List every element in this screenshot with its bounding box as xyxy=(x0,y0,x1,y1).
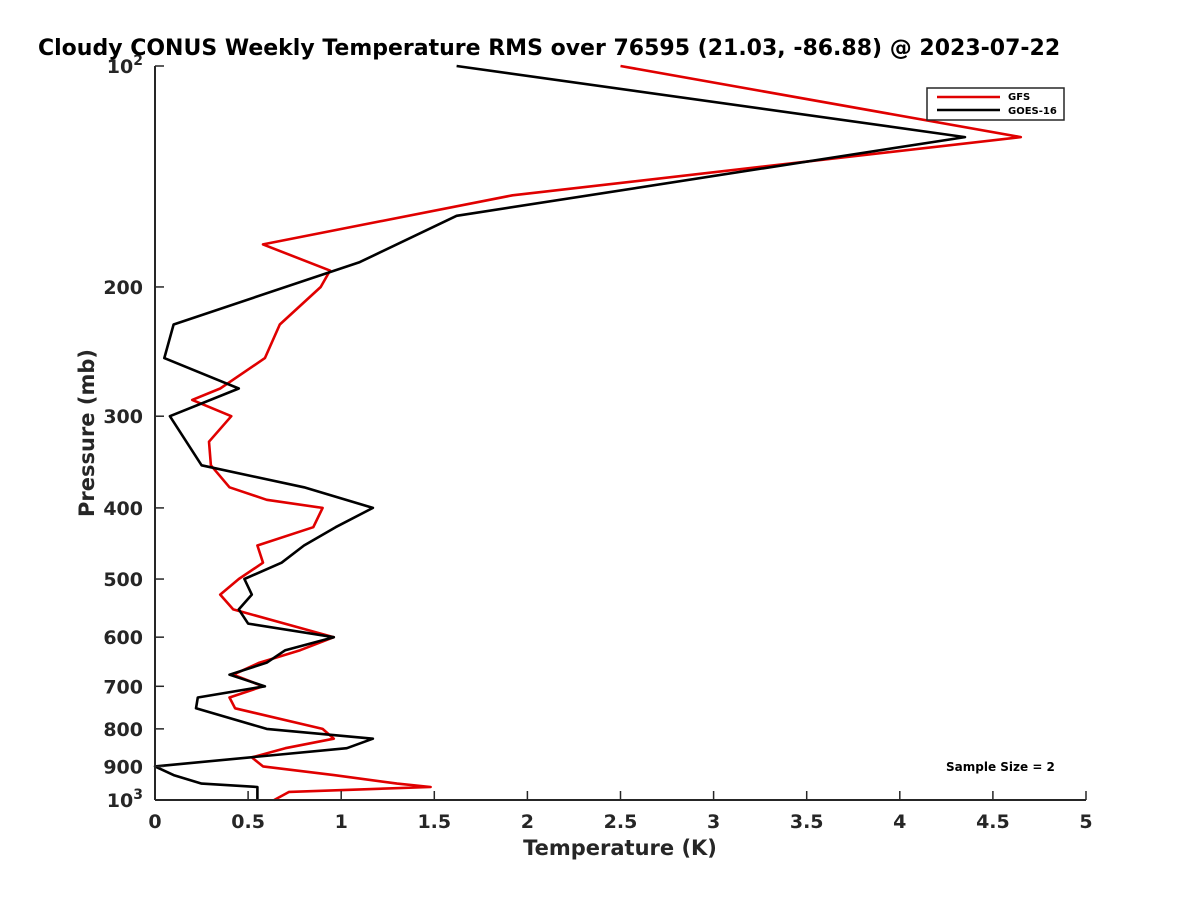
series-line-gfs xyxy=(190,64,1023,802)
y-tick-label: 700 xyxy=(103,676,143,698)
sample-size-note: Sample Size = 2 xyxy=(946,760,1055,774)
y-tick-label-base: 800 xyxy=(103,719,143,741)
y-tick-label: 500 xyxy=(103,569,143,591)
axes xyxy=(154,66,1086,801)
x-tick-label: 2 xyxy=(521,811,534,833)
y-tick-label: 400 xyxy=(103,498,143,520)
x-tick-label: 4 xyxy=(893,811,906,833)
legend-gfs-label: GFS xyxy=(1008,92,1030,103)
y-tick-label: 600 xyxy=(103,627,143,649)
y-tick-label: 103 xyxy=(107,787,143,812)
y-tick-label-base: 900 xyxy=(103,756,143,778)
y-tick-label-base: 700 xyxy=(103,676,143,698)
y-tick-label-base: 500 xyxy=(103,569,143,591)
y-tick-label-base: 10 xyxy=(107,790,133,812)
x-tick-label: 1 xyxy=(335,811,348,833)
y-tick-label-base: 10 xyxy=(107,56,133,78)
x-tick-label: 2.5 xyxy=(604,811,638,833)
y-tick-label: 900 xyxy=(103,756,143,778)
x-axis-label: Temperature (K) xyxy=(523,836,717,860)
legend-box xyxy=(926,87,1065,121)
legend: GFS GOES-16 xyxy=(926,87,1065,121)
series-line-goes16 xyxy=(153,64,967,800)
x-tick-label: 3 xyxy=(707,811,720,833)
x-ticks: 0 0.5 1 1.5 2 2.5 3 3.5 4 4.5 5 xyxy=(148,791,1093,833)
y-tick-label-base: 600 xyxy=(103,627,143,649)
x-tick-label: 3.5 xyxy=(790,811,824,833)
plot-lines xyxy=(153,64,1023,802)
y-axis-label: Pressure (mb) xyxy=(75,349,99,517)
y-tick-label-base: 200 xyxy=(103,277,143,299)
chart-title: Cloudy CONUS Weekly Temperature RMS over… xyxy=(38,36,1060,61)
legend-goes16-label: GOES-16 xyxy=(1008,106,1057,117)
y-tick-label-exponent: 2 xyxy=(133,53,143,69)
y-tick-label: 200 xyxy=(103,277,143,299)
y-tick-label: 800 xyxy=(103,719,143,741)
x-tick-label: 0 xyxy=(148,811,161,833)
x-tick-label: 5 xyxy=(1079,811,1092,833)
y-tick-label-base: 300 xyxy=(103,406,143,428)
x-tick-label: 1.5 xyxy=(417,811,451,833)
y-tick-label-exponent: 3 xyxy=(133,787,143,803)
y-tick-label: 102 xyxy=(107,53,143,78)
y-tick-label: 300 xyxy=(103,406,143,428)
x-tick-label: 4.5 xyxy=(976,811,1010,833)
y-tick-label-base: 400 xyxy=(103,498,143,520)
x-tick-label: 0.5 xyxy=(231,811,265,833)
